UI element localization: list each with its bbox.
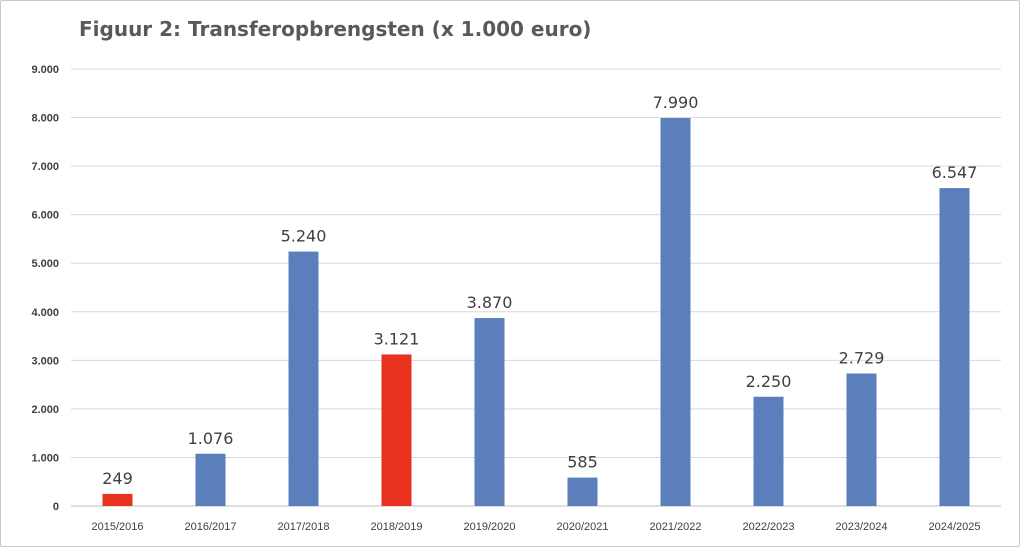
bar-2021-2022 xyxy=(660,118,691,507)
y-tick-label: 8.000 xyxy=(31,113,59,125)
data-label: 3.870 xyxy=(467,293,513,312)
x-tick-label: 2016/2017 xyxy=(185,521,237,533)
y-tick-label: 3.000 xyxy=(31,355,59,367)
chart-title: Figuur 2: Transferopbrengsten (x 1.000 e… xyxy=(79,17,592,41)
data-label: 7.990 xyxy=(653,93,699,112)
bars xyxy=(102,118,970,507)
x-tick-label: 2018/2019 xyxy=(371,521,423,533)
x-tick-label: 2023/2024 xyxy=(836,521,888,533)
y-tick-label: 7.000 xyxy=(31,161,59,173)
x-tick-label: 2020/2021 xyxy=(557,521,609,533)
bar-2016-2017 xyxy=(195,453,226,506)
y-tick-label: 6.000 xyxy=(31,210,59,222)
data-label: 1.076 xyxy=(188,429,234,448)
bar-2024-2025 xyxy=(939,188,970,506)
data-label: 5.240 xyxy=(281,227,327,246)
y-axis-ticks: 0 1.000 2.000 3.000 4.000 5.000 6.000 7.000 8.00… xyxy=(31,64,59,513)
x-tick-label: 2015/2016 xyxy=(92,521,144,533)
y-tick-label: 9.000 xyxy=(31,64,59,76)
x-axis-ticks: 2015/2016 2016/2017 2017/2018 2018/2019 2019… xyxy=(92,521,981,533)
y-tick-label: 1.000 xyxy=(31,452,59,464)
y-tick-label: 2.000 xyxy=(31,404,59,416)
data-label: 249 xyxy=(102,469,133,488)
data-label: 585 xyxy=(567,453,598,472)
x-tick-label: 2022/2023 xyxy=(743,521,795,533)
bar-2019-2020 xyxy=(474,318,505,506)
bar-2023-2024 xyxy=(846,373,877,506)
y-tick-label: 4.000 xyxy=(31,307,59,319)
x-tick-label: 2017/2018 xyxy=(278,521,330,533)
data-label: 2.729 xyxy=(839,348,885,367)
bar-2022-2023 xyxy=(753,396,784,506)
bar-2018-2019 xyxy=(381,354,412,506)
data-label: 2.250 xyxy=(746,372,792,391)
bar-2020-2021 xyxy=(567,477,598,506)
x-tick-label: 2021/2022 xyxy=(650,521,702,533)
x-tick-label: 2019/2020 xyxy=(464,521,516,533)
data-label: 6.547 xyxy=(932,163,978,182)
x-tick-label: 2024/2025 xyxy=(929,521,981,533)
y-tick-label: 5.000 xyxy=(31,258,59,270)
bar-2015-2016 xyxy=(102,493,133,506)
gridlines xyxy=(71,68,1001,507)
y-tick-label: 0 xyxy=(53,501,59,513)
data-label: 3.121 xyxy=(374,329,420,348)
data-labels: 249 1.076 5.240 3.121 3.870 585 7.990 2.250 2.72… xyxy=(102,93,977,488)
bar-2017-2018 xyxy=(288,251,319,506)
